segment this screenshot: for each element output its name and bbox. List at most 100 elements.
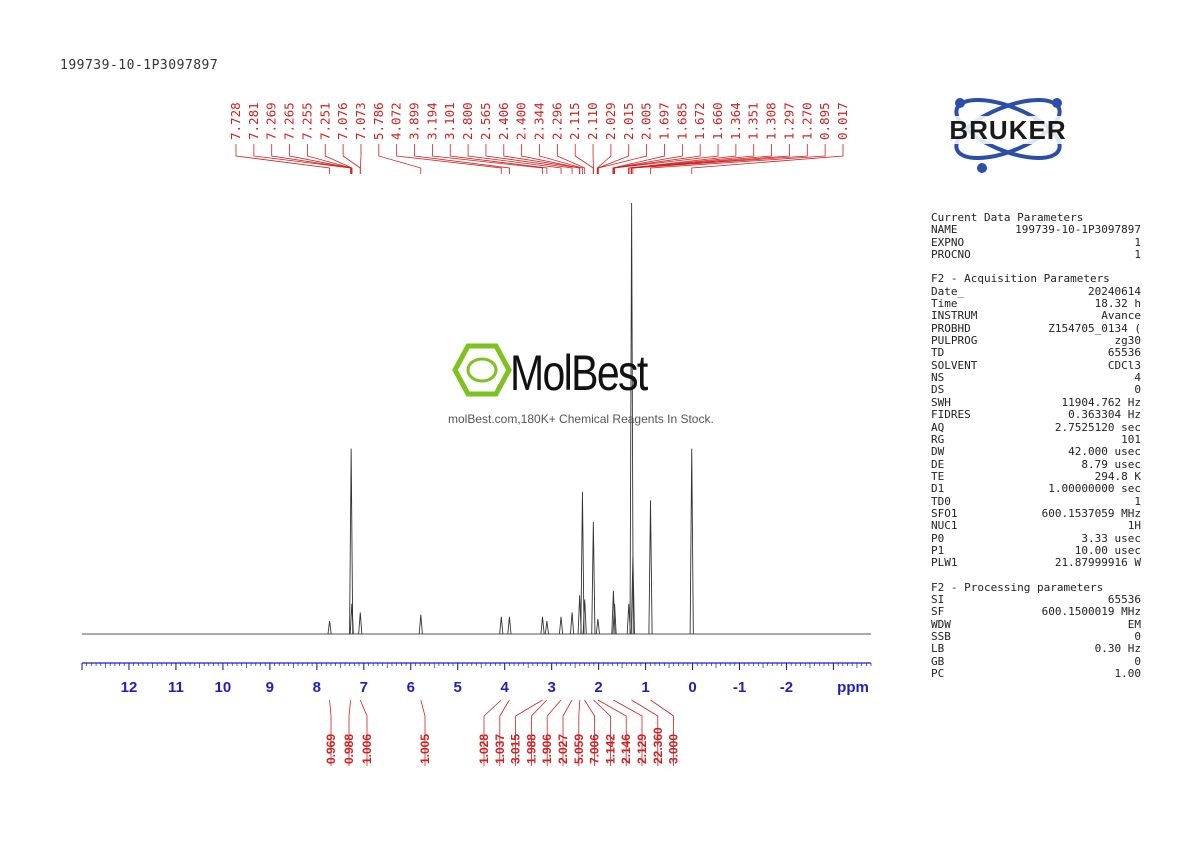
param-row: PLW1 21.87999916 W — [931, 556, 1141, 569]
x-tick-label: 5 — [454, 679, 462, 696]
param-key: NS — [931, 371, 945, 385]
param-row: NUC1 1H — [931, 519, 1141, 533]
spectrum-peak — [580, 491, 585, 635]
param-value: 0.363304 Hz — [1068, 408, 1141, 422]
param-row: NS 4 — [931, 371, 1141, 385]
x-tick-label: 9 — [266, 679, 274, 696]
param-key: SFO1 — [931, 506, 958, 520]
param-key: SWH — [931, 395, 951, 409]
param-value: 3.33 usec — [1081, 531, 1141, 545]
param-value: 1 — [1134, 248, 1141, 262]
peak-label-connector — [414, 144, 510, 174]
atom-logo-icon: BRUKER — [925, 98, 1093, 173]
x-tick-label: 10 — [215, 679, 232, 696]
peak-label: 2.015 — [621, 102, 636, 140]
param-row: PROBHD Z154705_0134 ( — [931, 322, 1141, 335]
spectrum-peak — [358, 612, 363, 635]
param-key: FIDRES — [931, 408, 971, 422]
peak-label-connector — [614, 144, 719, 174]
param-key: SF — [931, 605, 945, 619]
peak-label-connector — [378, 144, 422, 174]
spectrum-peak — [612, 603, 617, 635]
param-value: 65536 — [1107, 346, 1141, 360]
peak-label: 1.697 — [656, 102, 671, 140]
x-tick-label: 2 — [594, 679, 602, 696]
param-section-title: F2 - Acquisition Parameters — [931, 272, 1110, 286]
spectrum-peak — [540, 616, 545, 635]
spectrum-peak — [595, 618, 600, 635]
peak-label: 1.672 — [692, 102, 707, 140]
peak-label: 1.297 — [781, 102, 796, 140]
param-value: EM — [1127, 617, 1141, 631]
peak-label: 4.072 — [389, 102, 404, 140]
param-row: NAME 199739-10-1P3097897 — [931, 223, 1141, 237]
param-key: DW — [931, 445, 945, 459]
param-key: TD — [931, 346, 945, 360]
peak-label: 2.800 — [460, 102, 475, 140]
x-tick-label: 12 — [121, 679, 138, 696]
spectrum-peak — [629, 202, 634, 635]
param-key: DE — [931, 457, 945, 471]
spectrum-peak — [507, 616, 512, 635]
peak-label-connector — [631, 144, 790, 174]
param-value: 294.8 K — [1094, 469, 1141, 483]
param-value: zg30 — [1114, 334, 1142, 348]
peak-label: 7.281 — [246, 102, 261, 140]
integral-connector — [483, 699, 502, 766]
spectrum-trace-group — [82, 202, 871, 635]
param-key: INSTRUM — [931, 309, 978, 323]
peak-label-connector — [467, 144, 562, 174]
param-row: Time 18.32 h — [931, 297, 1141, 310]
param-value: 11904.762 Hz — [1061, 395, 1141, 409]
spectrum-peak — [544, 621, 549, 635]
param-key: RG — [931, 432, 945, 446]
param-value: 1 — [1134, 494, 1141, 508]
integral-connector — [515, 699, 543, 766]
param-row: SI 65536 — [931, 592, 1141, 606]
molbest-watermark: MolBest molBest.com,180K+ Chemical Reage… — [448, 342, 748, 434]
param-value: 0 — [1134, 383, 1141, 397]
param-row: SF 600.1500019 MHz — [931, 605, 1141, 619]
param-row: PULPROG zg30 — [931, 334, 1142, 348]
param-value: 20240614 — [1088, 284, 1141, 298]
peak-label-connector — [485, 144, 573, 174]
bruker-logo: BRUKER — [920, 82, 1095, 177]
param-section-title: Current Data Parameters — [931, 211, 1084, 224]
peak-label-connector — [235, 144, 330, 174]
spectrum-peak — [349, 448, 354, 635]
param-row: PC 1.00 — [931, 667, 1141, 681]
peak-label: 2.005 — [639, 102, 654, 140]
param-key: PC — [931, 667, 945, 681]
peak-label: 1.685 — [674, 102, 689, 140]
peak-label-connector — [503, 144, 580, 174]
spectrum-peak — [648, 500, 653, 635]
spectrum-peak — [499, 616, 504, 635]
integral-connector — [584, 699, 595, 766]
x-axis-group: 12 11 10 9 8 7 6 5 4 3 2 1 0 -1 -2 ppm — [81, 662, 872, 696]
watermark-tagline: molBest.com,180K+ Chemical Reagents In S… — [448, 412, 714, 426]
param-value: 4 — [1134, 371, 1141, 385]
param-key: NUC1 — [931, 519, 958, 533]
x-tick-label: 7 — [360, 679, 368, 696]
integral-label-group: 0.969 0.988 1.006 1.005 1.028 1.037 3.015 1.988… — [324, 699, 681, 766]
peak-label-connector — [628, 144, 737, 174]
param-row: SOLVENT CDCl3 — [931, 359, 1141, 372]
peak-label-connector — [597, 144, 648, 174]
param-key: SI — [931, 592, 945, 606]
param-key: NAME — [931, 223, 958, 237]
integral-connector — [597, 699, 627, 766]
peak-label-connector — [431, 144, 543, 174]
peak-label-connector — [539, 144, 583, 174]
x-tick-label: 0 — [688, 679, 696, 696]
param-key: PROCNO — [931, 248, 971, 262]
peak-label-connector — [359, 144, 362, 174]
integral-connector — [578, 699, 581, 766]
param-key: EXPNO — [931, 235, 965, 249]
acquisition-parameters-panel: Current Data Parameters NAME 199739-10-1P3… — [931, 211, 1142, 681]
param-value: 1.00000000 sec — [1048, 482, 1141, 496]
param-row: SSB 0 — [931, 630, 1141, 643]
param-row: EXPNO 1 — [931, 235, 1141, 249]
param-key: WDW — [931, 617, 951, 631]
peak-label: 1.660 — [710, 102, 725, 140]
param-row: AQ 2.7525120 sec — [931, 421, 1141, 434]
